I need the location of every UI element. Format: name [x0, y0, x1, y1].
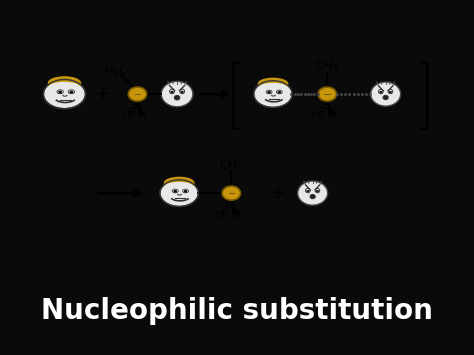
Ellipse shape: [310, 195, 315, 199]
Ellipse shape: [49, 83, 80, 92]
Circle shape: [316, 190, 319, 192]
Text: H: H: [122, 111, 130, 121]
Circle shape: [173, 190, 177, 193]
Ellipse shape: [259, 83, 287, 92]
Text: H: H: [311, 111, 320, 121]
Text: +: +: [270, 184, 284, 202]
Circle shape: [318, 87, 337, 101]
Ellipse shape: [48, 77, 81, 89]
Ellipse shape: [170, 89, 174, 94]
Ellipse shape: [315, 189, 319, 193]
Polygon shape: [137, 101, 144, 115]
Ellipse shape: [174, 95, 180, 100]
Ellipse shape: [165, 182, 193, 191]
Circle shape: [278, 91, 281, 94]
Circle shape: [184, 190, 187, 193]
Circle shape: [69, 91, 73, 94]
Ellipse shape: [371, 82, 401, 106]
Text: H: H: [216, 210, 224, 220]
Text: H$_3$C: H$_3$C: [104, 64, 128, 78]
Circle shape: [181, 91, 184, 93]
Text: ⁻: ⁻: [326, 175, 332, 185]
Ellipse shape: [306, 189, 310, 193]
Ellipse shape: [258, 78, 288, 89]
Ellipse shape: [160, 180, 199, 207]
Ellipse shape: [180, 89, 184, 94]
Circle shape: [222, 186, 240, 200]
Ellipse shape: [182, 189, 189, 193]
Text: ⁻: ⁻: [428, 53, 434, 62]
Circle shape: [58, 91, 62, 94]
Circle shape: [389, 91, 392, 93]
Ellipse shape: [68, 90, 74, 94]
Text: CH$_3$: CH$_3$: [219, 158, 243, 174]
Circle shape: [306, 190, 310, 192]
Ellipse shape: [298, 181, 328, 205]
Text: ⁻: ⁻: [82, 73, 88, 83]
Ellipse shape: [379, 89, 383, 94]
Text: CH$_3$: CH$_3$: [315, 59, 339, 75]
Circle shape: [267, 91, 271, 94]
Circle shape: [171, 91, 173, 93]
Text: H: H: [138, 111, 146, 121]
Ellipse shape: [173, 189, 178, 193]
Text: +: +: [95, 85, 109, 103]
Ellipse shape: [276, 90, 283, 94]
Ellipse shape: [161, 81, 193, 107]
Ellipse shape: [254, 81, 292, 108]
Ellipse shape: [383, 95, 388, 100]
Text: H: H: [328, 111, 337, 121]
Ellipse shape: [388, 89, 392, 94]
Polygon shape: [327, 101, 334, 115]
Circle shape: [128, 87, 146, 101]
Ellipse shape: [266, 90, 272, 94]
Circle shape: [379, 91, 383, 93]
Ellipse shape: [44, 80, 85, 109]
Ellipse shape: [57, 90, 64, 94]
Text: Nucleophilic substitution: Nucleophilic substitution: [41, 297, 433, 325]
Polygon shape: [231, 200, 238, 214]
Text: H: H: [232, 210, 240, 220]
Ellipse shape: [164, 178, 194, 189]
